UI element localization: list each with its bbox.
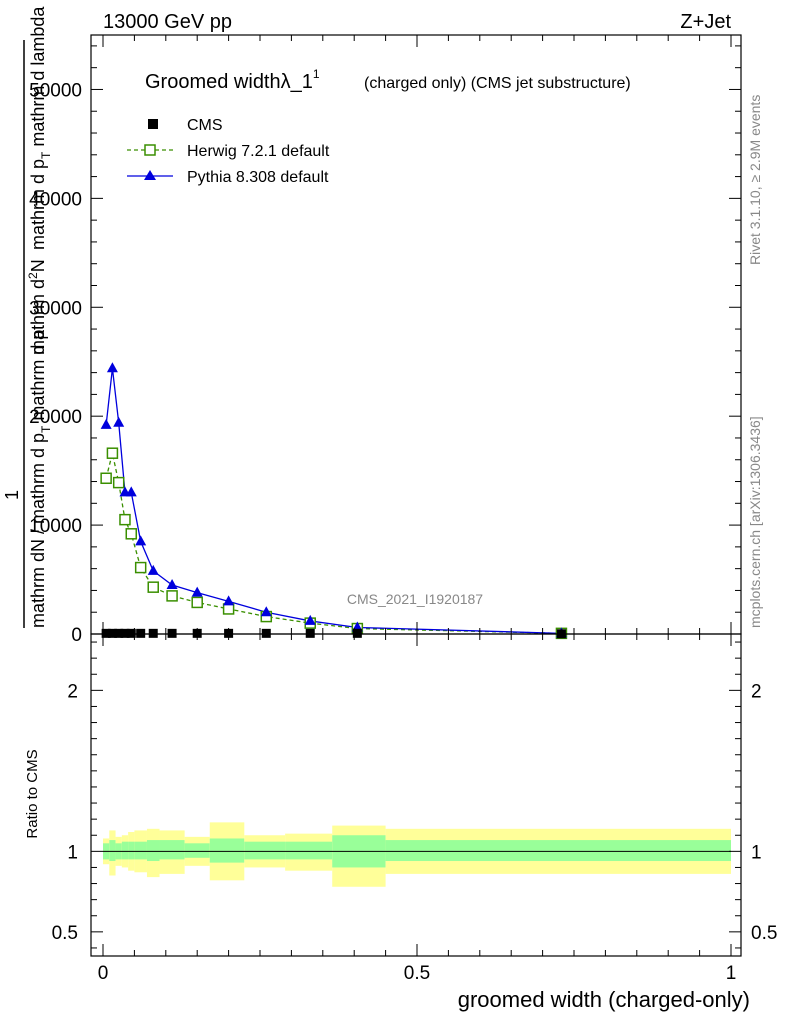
plot-title-sup: 1 — [313, 67, 320, 81]
ratio-frame — [90, 633, 742, 957]
legend-cms-label: CMS — [187, 117, 223, 134]
plot-title-main: Groomed width — [145, 71, 281, 93]
ratio-ytick-label-right: 1 — [751, 842, 762, 863]
ratio-inner-band-9 — [209, 838, 245, 863]
main-ytick-label: 40000 — [29, 189, 82, 210]
ratio-ytick-label-right: 0.5 — [751, 923, 777, 944]
pythia-point — [125, 486, 137, 497]
ylabel-den-sub: T — [39, 151, 53, 159]
ratio-ytick-label-right: 2 — [751, 681, 762, 702]
pythia-point — [106, 362, 118, 373]
cms-point — [101, 628, 111, 638]
herwig-point — [119, 513, 131, 526]
ratio-inner-band-10 — [244, 841, 286, 860]
plot-title-lambda: λ_1 — [281, 71, 313, 93]
pythia-point — [135, 535, 147, 546]
ratio-xtick-label: 1 — [726, 963, 737, 984]
cms-point — [261, 628, 271, 638]
ratio-inner-band-13 — [385, 840, 731, 862]
cms-point — [120, 628, 130, 638]
x-axis-label: groomed width (charged-only) — [458, 987, 750, 1012]
main-series — [100, 362, 568, 640]
ratio-inner-band-11 — [285, 841, 333, 860]
cms-point — [148, 628, 158, 638]
herwig-point — [191, 596, 203, 609]
ratio-ylabel: Ratio to CMS — [24, 749, 41, 838]
pythia-point — [191, 586, 203, 597]
ylabel-den-line: mathrm d pT mathrm d lambda — [28, 6, 53, 250]
mcplots-label: mcplots.cern.ch [arXiv:1306.3436] — [747, 416, 763, 628]
herwig-point — [106, 447, 119, 459]
energy-label: 13000 GeV pp — [103, 11, 232, 33]
legend-herwig-marker — [144, 144, 156, 156]
herwig-line — [105, 453, 562, 634]
legend-herwig-label: Herwig 7.2.1 default — [187, 143, 330, 160]
cms-point — [305, 628, 315, 638]
ratio-inner-band-7 — [159, 840, 185, 860]
plot-title-tail: (charged only) (CMS jet substructure) — [364, 75, 631, 92]
legend-cms-marker — [148, 119, 158, 129]
ylabel-left-line: mathrm dN / mathrm d pT mathrm d p — [28, 330, 53, 628]
pythia-point — [166, 578, 178, 589]
ylabel-num-sup: 2 — [26, 272, 40, 279]
ratio-ytick-label-left: 2 — [67, 681, 78, 702]
legend-pythia-marker — [144, 170, 156, 180]
ratio-inner-band-3 — [121, 841, 129, 860]
cms-point — [352, 628, 362, 638]
analysis-watermark: CMS_2021_I1920187 — [347, 591, 483, 607]
pythia-point — [260, 606, 272, 617]
rivet-label: Rivet 3.1.10, ≥ 2.9M events — [747, 95, 763, 265]
ratio-inner-band-1 — [109, 840, 116, 862]
ylabel-den-b: mathrm d lambda — [28, 6, 48, 152]
main-ytick-label: 20000 — [29, 407, 82, 428]
cms-point — [126, 628, 136, 638]
herwig-point — [134, 561, 147, 574]
ylabel-num-prefix: mathrm d — [28, 279, 48, 355]
cms-point — [107, 628, 117, 638]
pythia-point — [304, 614, 316, 625]
pythia-point — [223, 595, 235, 606]
herwig-point — [147, 581, 159, 593]
herwig-point — [222, 603, 235, 615]
herwig-point — [166, 590, 178, 602]
ylabel-left-b: mathrm d p — [28, 330, 48, 426]
upper-ylabel: mathrm d2N mathrm d pT mathrm d lambda 1… — [2, 6, 53, 628]
ratio-bands — [103, 822, 731, 887]
cms-point — [114, 628, 124, 638]
ratio-ytick-label-left: 1 — [67, 842, 78, 863]
legend: CMS Herwig 7.2.1 default Pythia 8.308 de… — [127, 117, 330, 186]
ratio-inner-band-5 — [134, 841, 147, 860]
ylabel-left-a: mathrm dN / mathrm d p — [28, 433, 48, 628]
plot-title: Groomed widthλ_11 (charged only) (CMS je… — [145, 67, 631, 93]
main-ytick-label: 10000 — [29, 516, 82, 537]
pythia-point — [113, 416, 125, 427]
pythia-line — [105, 368, 562, 634]
ratio-ytick-label-left: 0.5 — [52, 923, 78, 944]
ylabel-left-sub: T — [39, 425, 53, 433]
pythia-point — [100, 418, 112, 429]
cms-point — [167, 628, 177, 638]
herwig-point — [100, 472, 112, 485]
herwig-point — [112, 476, 125, 489]
ratio-xtick-label: 0.5 — [404, 963, 430, 984]
ylabel-one: 1 — [2, 490, 22, 500]
plot-title-text: Groomed widthλ_11 — [145, 67, 320, 93]
cms-point — [136, 628, 146, 638]
ylabel-den-a: mathrm d p — [28, 159, 48, 250]
ratio-inner-band-8 — [184, 843, 210, 858]
main-ytick-label: 30000 — [29, 298, 82, 319]
ratio-inner-band-6 — [146, 840, 160, 862]
process-label: Z+Jet — [680, 11, 731, 33]
main-ytick-label: 0 — [71, 625, 82, 646]
main-ytick-label: 50000 — [29, 80, 82, 101]
herwig-point — [125, 528, 138, 540]
axes: 0 10000 20000 30000 40000 50000 0 0.5 1 0.5 0.5 1 1 2… — [29, 34, 777, 984]
legend-pythia-label: Pythia 8.308 default — [187, 169, 329, 186]
ylabel-numerator-line: mathrm d2N — [26, 259, 48, 355]
ratio-inner-band-4 — [128, 841, 135, 860]
pythia-point — [147, 564, 159, 575]
ratio-xtick-label: 0 — [98, 963, 109, 984]
ylabel-num-suffix: N — [28, 259, 48, 272]
